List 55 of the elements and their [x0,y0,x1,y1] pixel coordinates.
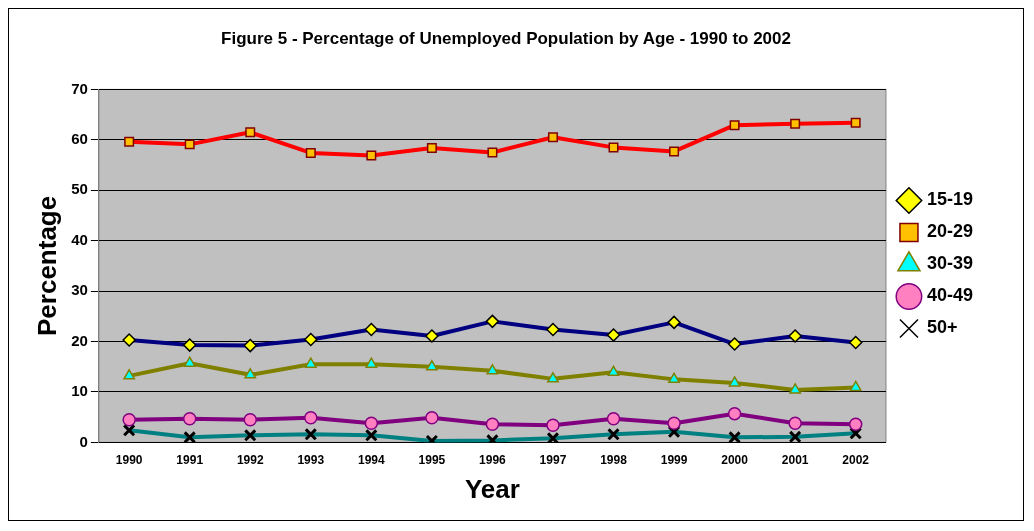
point [788,416,802,430]
x-tick-label: 1998 [600,452,628,467]
point [485,417,500,431]
point [668,372,680,384]
y-tick-label: 70 [71,79,88,97]
x-tick-label: 2002 [842,452,870,467]
point [244,368,257,379]
legend-label: 50+ [926,317,958,338]
x-tick-label: 1992 [236,452,264,467]
point [849,380,862,392]
x-tick-label: 1995 [418,452,446,467]
point [304,410,318,425]
legend-label: 15-19 [926,189,974,210]
point [123,369,136,380]
x-tick-label: 2001 [781,452,809,467]
x-tick-label: 1999 [660,452,688,467]
y-tick-label: 0 [79,432,88,450]
x-tick-label: 1996 [479,452,507,467]
chart-title: Figure 5 - Percentage of Unemployed Population by Age - 1990 to 2002 [221,28,791,48]
x-tick-label: 1990 [115,452,143,467]
point [607,365,620,377]
point [728,376,741,387]
point [848,417,863,431]
x-tick-label: 1997 [539,452,567,467]
y-tick-label: 30 [71,281,88,299]
y-axis-title: Percentage [31,195,62,336]
x-axis-title: Year [464,473,520,504]
point [243,412,257,427]
point [789,383,802,394]
y-tick-label: 40 [71,230,88,248]
y-tick-label: 20 [71,331,88,349]
point [182,411,197,426]
point [122,412,136,427]
legend-label: 20-29 [926,221,974,242]
x-tick-label: 1991 [176,452,204,467]
point [425,360,438,371]
point [486,364,499,375]
x-tick-label: 2000 [721,452,749,467]
point [546,418,560,432]
x-tick-label: 1994 [357,452,385,467]
y-tick-label: 50 [71,180,88,198]
y-tick-label: 10 [71,382,88,400]
point [727,406,742,421]
point [364,416,379,430]
point [425,410,439,425]
x-tick-label: 1993 [297,452,325,467]
point [547,372,559,383]
point [606,411,621,426]
y-tick-label: 60 [71,129,88,147]
legend-label: 30-39 [926,253,974,274]
point [183,356,196,367]
point [304,357,317,368]
point [667,416,681,430]
legend-label: 40-49 [926,285,974,306]
point [365,357,378,368]
